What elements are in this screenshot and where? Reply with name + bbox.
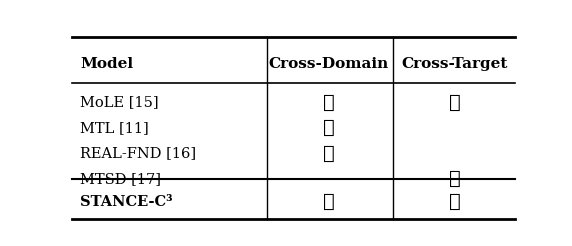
Text: STANCE-C³: STANCE-C³ (80, 195, 173, 209)
Text: ✓: ✓ (449, 93, 461, 111)
Text: ✓: ✓ (323, 145, 335, 163)
Text: Cross-Domain: Cross-Domain (268, 57, 389, 71)
Text: Cross-Target: Cross-Target (402, 57, 508, 71)
Text: ✓: ✓ (323, 193, 335, 211)
Text: ✓: ✓ (323, 119, 335, 137)
Text: ✓: ✓ (323, 93, 335, 111)
Text: MoLE [15]: MoLE [15] (80, 95, 159, 109)
Text: MTL [11]: MTL [11] (80, 121, 149, 135)
Text: MTSD [17]: MTSD [17] (80, 172, 161, 186)
Text: ✓: ✓ (449, 193, 461, 211)
Text: REAL-FND [16]: REAL-FND [16] (80, 147, 197, 161)
Text: ✓: ✓ (449, 170, 461, 188)
Text: Model: Model (80, 57, 133, 71)
